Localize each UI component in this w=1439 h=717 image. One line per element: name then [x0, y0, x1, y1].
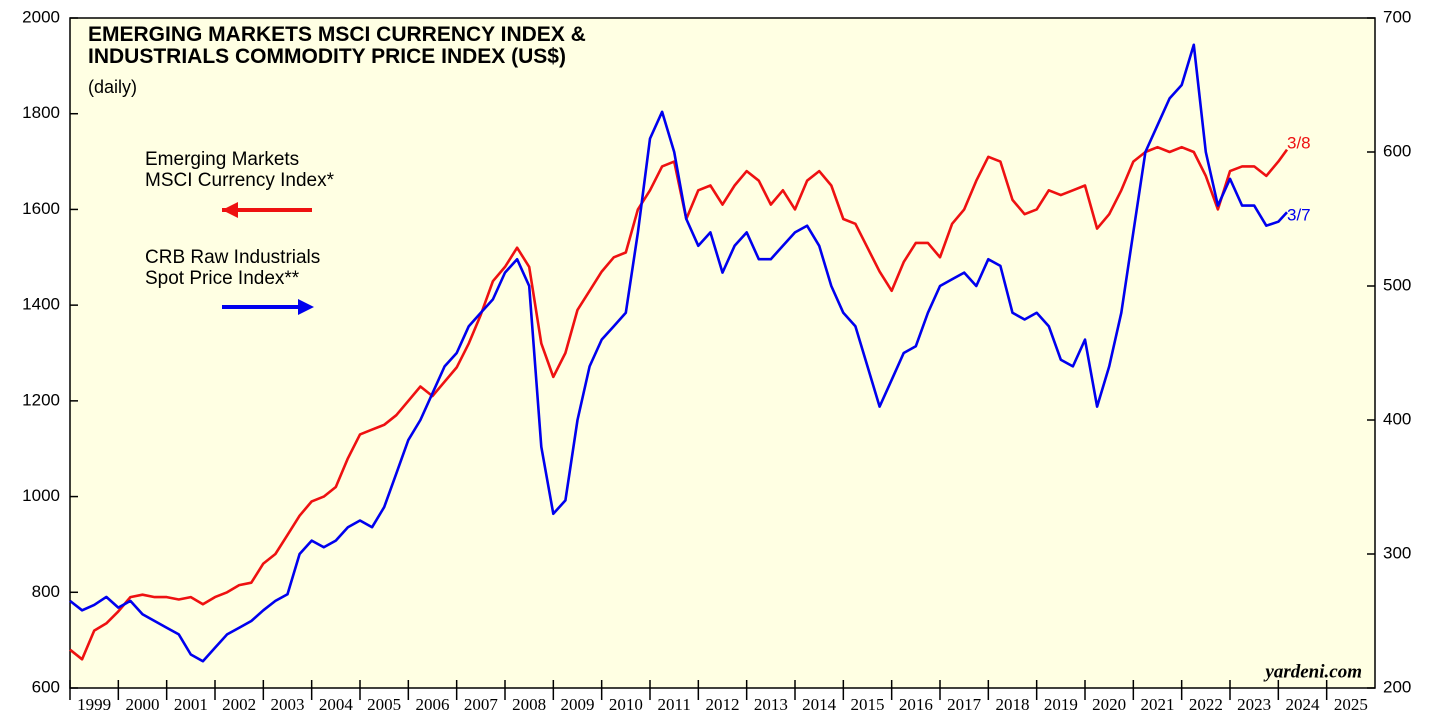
y-tick-label: 2000 [22, 7, 60, 26]
x-tick-label: 2002 [222, 695, 256, 714]
x-tick-label: 2021 [1141, 695, 1175, 714]
chart-subtitle: (daily) [88, 77, 138, 97]
x-tick-label: 2014 [802, 695, 837, 714]
x-tick-label: 2009 [561, 695, 595, 714]
x-tick-label: 2024 [1286, 695, 1321, 714]
y-tick-label: 1000 [22, 486, 60, 505]
x-tick-label: 2017 [947, 695, 982, 714]
y-tick-label: 1400 [22, 295, 60, 314]
x-tick-label: 2006 [416, 695, 450, 714]
x-tick-label: 2018 [996, 695, 1030, 714]
legend-entry: CRB Raw Industrials Spot Price Index** [145, 247, 321, 289]
y-tick-label: 800 [32, 582, 60, 601]
x-tick-label: 2008 [512, 695, 546, 714]
x-tick-label: 2011 [657, 695, 690, 714]
chart-title: EMERGING MARKETS MSCI CURRENCY INDEX & I… [88, 23, 586, 69]
end-label: 3/8 [1287, 133, 1311, 152]
x-tick-label: 2001 [174, 695, 208, 714]
x-tick-label: 2000 [126, 695, 160, 714]
x-tick-label: 2004 [319, 695, 354, 714]
y-tick-label: 1200 [22, 390, 60, 409]
y2-tick-label: 200 [1383, 677, 1411, 696]
end-label: 3/7 [1287, 205, 1311, 224]
x-tick-label: 2010 [609, 695, 643, 714]
x-tick-label: 1999 [77, 695, 111, 714]
x-tick-label: 2016 [899, 695, 933, 714]
x-tick-label: 2015 [851, 695, 885, 714]
y-tick-label: 600 [32, 677, 60, 696]
x-tick-label: 2023 [1237, 695, 1271, 714]
x-tick-label: 2012 [706, 695, 740, 714]
x-tick-label: 2022 [1189, 695, 1223, 714]
x-tick-label: 2025 [1334, 695, 1368, 714]
x-tick-label: 2003 [271, 695, 305, 714]
y2-tick-label: 700 [1383, 7, 1411, 26]
legend-arrow-head [222, 202, 238, 218]
x-tick-label: 2007 [464, 695, 499, 714]
legend-arrow-head [298, 299, 314, 315]
source: yardeni.com [1263, 661, 1362, 682]
y2-tick-label: 300 [1383, 543, 1411, 562]
y2-tick-label: 600 [1383, 141, 1411, 160]
plot-area [69, 17, 1376, 689]
series-line [69, 43, 1288, 663]
y-tick-label: 1600 [22, 199, 60, 218]
y2-tick-label: 500 [1383, 275, 1411, 294]
x-tick-label: 2005 [367, 695, 401, 714]
legend-entry: Emerging Markets MSCI Currency Index* [145, 149, 335, 191]
x-tick-label: 2020 [1092, 695, 1126, 714]
x-tick-label: 2013 [754, 695, 788, 714]
y-tick-label: 1800 [22, 103, 60, 122]
x-tick-label: 2019 [1044, 695, 1078, 714]
y2-tick-label: 400 [1383, 409, 1411, 428]
